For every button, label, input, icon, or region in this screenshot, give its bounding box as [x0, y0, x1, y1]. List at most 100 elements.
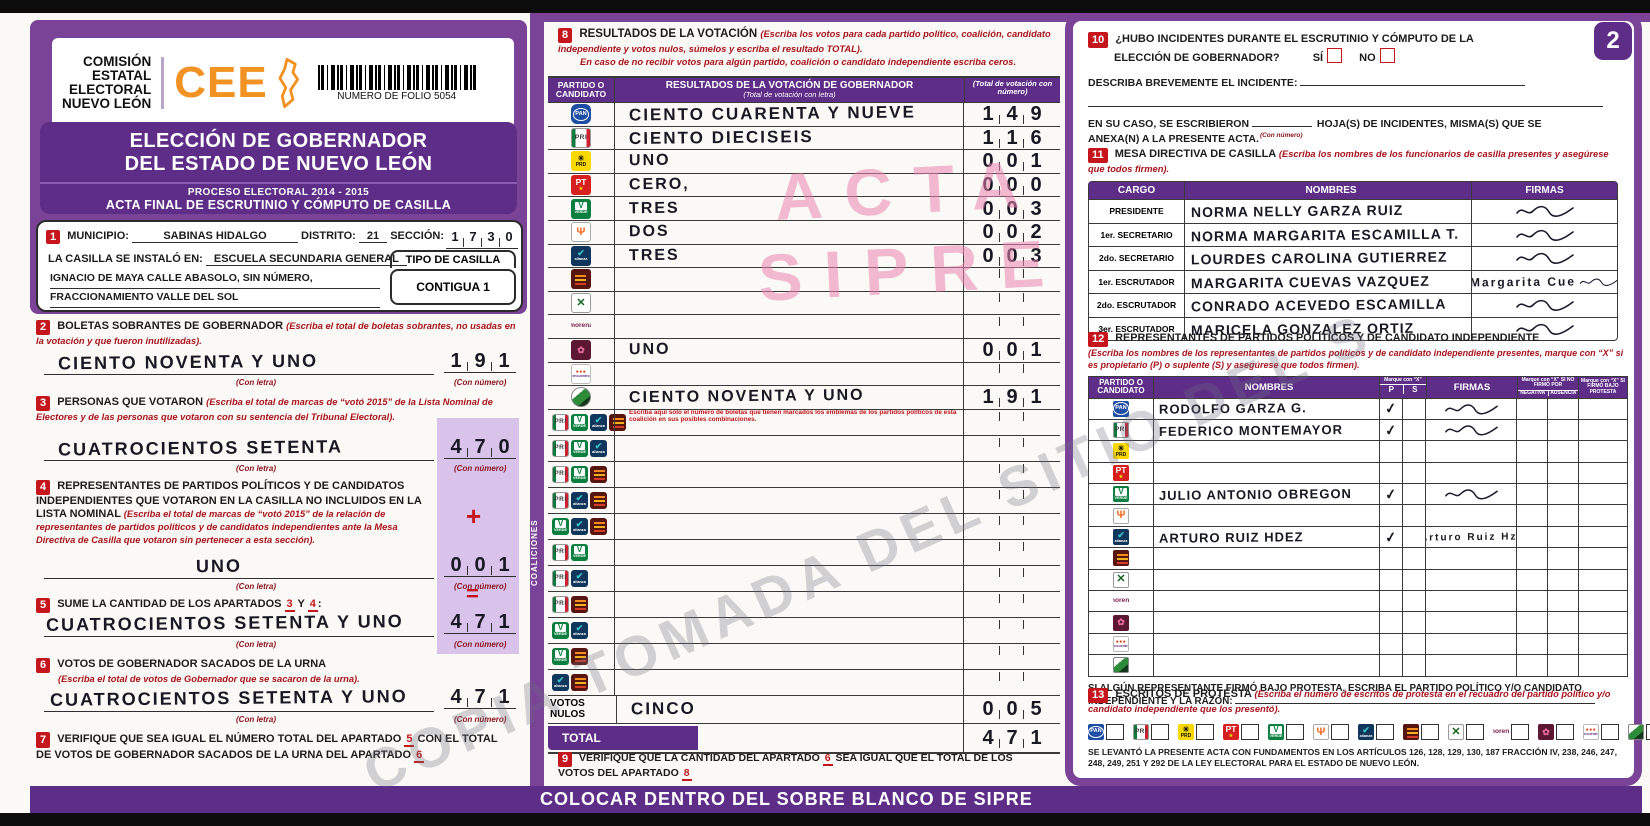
coalition-logos-cell: PRI ✔ alianza: [548, 569, 614, 587]
pd-logo: [590, 491, 607, 509]
rep-party-cell: V VERDE: [1089, 484, 1153, 504]
prd-logo: ☀ PRD: [1178, 724, 1194, 740]
bajo-protesta-note: SI ALGÚN REPRESENTANTE FIRMÓ BAJO PROTES…: [1088, 682, 1628, 708]
party-result-row: ☀ PRD UNO 0 0 1: [548, 150, 1060, 174]
party-logo-cell: V VERDE: [548, 198, 614, 219]
morena-logo: morena: [1493, 727, 1509, 735]
rep-party-cell: Ψ: [1089, 505, 1153, 525]
morena-logo: morena: [571, 322, 591, 330]
protesta-cell: [1578, 548, 1627, 569]
party-result-row: ✕: [548, 291, 1060, 316]
funcionario-nombre: NORMA MARGARITA ESCAMILLA T.: [1184, 223, 1471, 246]
folio-number: NUMERO DE FOLIO 5054: [337, 90, 457, 102]
party-number-cell: [963, 291, 1060, 315]
party-logo-cell: ✔ alianza: [548, 245, 614, 266]
pt-logo: PT ★: [1113, 464, 1129, 481]
section5-con-letra: (Con letra): [236, 640, 276, 649]
pd-logo: [571, 595, 588, 613]
alianza-logo: ✔ alianza: [1358, 724, 1374, 740]
pri-logo: PRI: [552, 595, 569, 613]
ausencia-cell: [1547, 441, 1578, 462]
funcionario-nombre: LOURDES CAROLINA GUTIERREZ: [1184, 247, 1471, 270]
section4-letra-line: [44, 578, 434, 579]
protesta-cell: [1578, 633, 1627, 655]
coalition-row: V VERDE ✔ alianza: [548, 513, 1060, 540]
acta-subtitle: PROCESO ELECTORAL 2014 - 2015 ACTA FINAL…: [40, 182, 517, 217]
coalition-row: ✔ alianza: [548, 669, 1060, 696]
col-no-firmo: Marque con “X” SI NO FIRMÓ POR NEGATIVA …: [1517, 376, 1578, 398]
negativa-cell: [1516, 484, 1547, 505]
col-bajo-protesta: Marque con “X” SI FIRMÓ BAJO PROTESTA: [1578, 376, 1627, 398]
protest-logo-pair: [1403, 724, 1439, 740]
rep-nombre-cell: JULIO ANTONIO OBREGON: [1153, 484, 1379, 505]
protest-count-box: [1331, 724, 1349, 740]
rep-party-cell: ✿: [1089, 612, 1153, 632]
party-logo-cell: morena: [548, 317, 614, 337]
protest-count-box: [1196, 724, 1214, 740]
party-logo-cell: Ψ: [548, 222, 614, 243]
cargo-label: 1er. SECRETARIO: [1100, 229, 1173, 240]
section4-con-letra: (Con letra): [236, 582, 276, 591]
negativa-cell: [1516, 591, 1547, 612]
protest-logo-pair: PAN: [1088, 724, 1124, 740]
coalition-letra-cell: [614, 539, 963, 565]
signature: [1505, 250, 1585, 266]
footer-band: COLOCAR DENTRO DEL SOBRE BLANCO DE SIPRE: [30, 786, 1642, 813]
signature: [1505, 203, 1585, 219]
protest-count-box: [1286, 724, 1304, 740]
negativa-cell: [1516, 612, 1547, 633]
col-resultados: RESULTADOS DE LA VOTACIÓN DE GOBERNADOR …: [614, 78, 964, 102]
signature: [1579, 274, 1617, 290]
negativa-cell: [1516, 633, 1547, 655]
alianza-logo: ✔ alianza: [571, 621, 588, 639]
mesa-row: 3er. ESCRUTADOR MARICELA GONZALEZ ORTIZ: [1089, 316, 1617, 340]
rep-firma-cell: [1425, 398, 1516, 419]
pri-logo: PRI: [552, 569, 569, 587]
rep-table-body: PAN RODOLFO GARZA G. ✓ PRI FEDERICO MONTEMAY…: [1089, 397, 1627, 676]
rep-nombre-cell: [1153, 612, 1379, 633]
party-number-cell: [963, 268, 1060, 291]
ausencia-cell: [1547, 398, 1578, 419]
rep-table-header: PARTIDO O CANDIDATO NOMBRES Marque con “…: [1089, 376, 1627, 398]
signature: [1444, 486, 1499, 502]
negativa-cell: [1516, 419, 1547, 441]
party-letra-handwriting: TRES: [628, 246, 680, 265]
party-logo-cell: [548, 387, 614, 408]
ausencia-cell: [1547, 591, 1578, 612]
coalition-logos-cell: PRI V VERDE: [548, 465, 614, 483]
cruzada-logo: ✕: [1113, 571, 1129, 588]
protest-count-box: [1556, 724, 1574, 740]
rep-firma-cell: [1425, 633, 1516, 655]
coalition-instruction: Escriba aquí solo el número de boletas q…: [629, 409, 957, 423]
protest-logo-pair: ✿: [1538, 724, 1574, 740]
ausencia-cell: [1547, 505, 1578, 526]
suplente-cell: [1402, 612, 1425, 633]
section2-boletas-sobrantes: 2 BOLETAS SOBRANTES DE GOBERNADOR (Escri…: [36, 320, 516, 387]
section2-con-numero: (Con número): [454, 378, 507, 387]
pd-logo: [571, 269, 591, 290]
es-logo: ●●● encuentro: [1113, 635, 1129, 652]
party-letra-cell: CIENTO CUARENTA Y NUEVE: [614, 103, 963, 126]
party-result-row: PT ★ CERO, 0 0 0: [548, 173, 1060, 198]
party-letra-handwriting: CIENTO DIECISEIS: [628, 126, 814, 148]
cruzada-logo: ✕: [571, 293, 591, 314]
party-logo-cell: ✿: [548, 340, 614, 361]
rep-nombre-cell: RODOLFO GARZA G.: [1153, 398, 1379, 419]
coalition-row: PRI V VERDE: [548, 461, 1060, 488]
section1-row-municipio: 1 MUNICIPIO: SABINAS HIDALGO DISTRITO: 2…: [46, 230, 444, 244]
rep-firma-cell: [1425, 612, 1516, 633]
party-result-row: V VERDE TRES 0 0 3: [548, 197, 1060, 221]
protesta-cell: [1578, 526, 1627, 548]
negativa-cell: [1516, 441, 1547, 462]
tipo-casilla-label-box: TIPO DE CASILLA: [390, 250, 516, 268]
rep-row: ✕: [1089, 568, 1627, 591]
indep-logo: [1628, 724, 1644, 740]
party-logo-cell: PRI: [548, 127, 614, 148]
funcionario-nombre-handwriting: CONRADO ACEVEDO ESCAMILLA: [1190, 295, 1447, 315]
coalition-logos-cell: ✔ alianza: [548, 673, 614, 691]
